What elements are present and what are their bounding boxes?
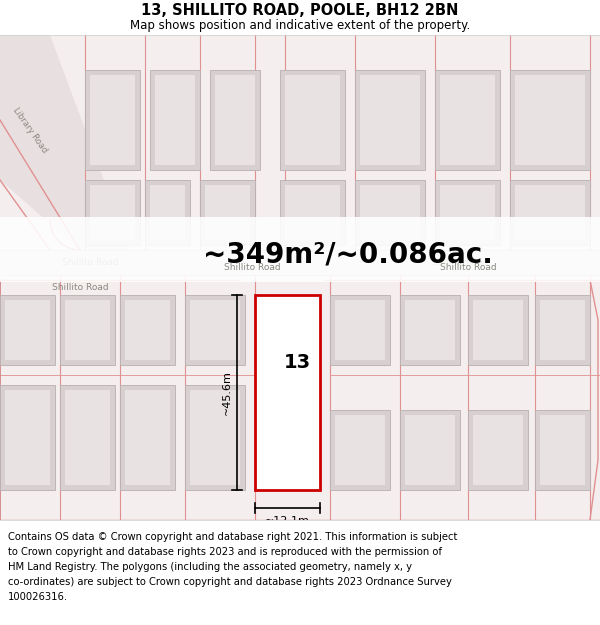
Bar [5,300,50,360]
Bar [185,385,245,490]
Bar [400,295,460,365]
Bar [5,390,50,485]
Bar [155,75,195,165]
Bar [185,295,245,365]
Bar [473,415,523,485]
Bar [60,295,115,365]
Bar [0,0,600,35]
Bar [468,295,528,365]
Text: to Crown copyright and database rights 2023 and is reproduced with the permissio: to Crown copyright and database rights 2… [8,547,442,557]
Bar [473,300,523,360]
Bar [120,295,175,365]
Text: Shillito Road: Shillito Road [440,262,496,271]
Text: Shillito Road: Shillito Road [224,262,280,271]
Bar [215,75,255,165]
Bar [65,300,110,360]
Text: Contains OS data © Crown copyright and database right 2021. This information is : Contains OS data © Crown copyright and d… [8,532,457,542]
Bar [280,180,345,245]
Bar [285,185,340,240]
Bar [440,185,495,240]
Bar [355,180,425,245]
Bar [535,410,590,490]
Bar [440,75,495,165]
Bar [0,35,600,520]
Text: 13, SHILLITO ROAD, POOLE, BH12 2BN: 13, SHILLITO ROAD, POOLE, BH12 2BN [142,3,458,18]
Bar [255,295,320,490]
Bar [280,70,345,170]
Text: Map shows position and indicative extent of the property.: Map shows position and indicative extent… [130,19,470,32]
Bar [510,70,590,170]
Bar [0,520,600,625]
Text: co-ordinates) are subject to Crown copyright and database rights 2023 Ordnance S: co-ordinates) are subject to Crown copyr… [8,577,452,587]
Text: ~349m²/~0.086ac.: ~349m²/~0.086ac. [203,241,493,269]
Bar [200,180,255,245]
Bar [0,385,55,490]
Text: 13: 13 [284,353,311,372]
Text: HM Land Registry. The polygons (including the associated geometry, namely x, y: HM Land Registry. The polygons (includin… [8,562,412,572]
Bar [85,180,140,245]
Bar [205,185,250,240]
Bar [210,70,260,170]
Bar [335,300,385,360]
Bar [330,410,390,490]
Bar [125,390,170,485]
Bar [405,300,455,360]
Bar [540,300,585,360]
Text: Shillito Road: Shillito Road [431,258,488,267]
Bar [0,295,55,365]
Text: Shillito Road: Shillito Road [52,282,109,291]
Bar [0,250,600,275]
Bar [120,385,175,490]
Bar [0,217,600,282]
Bar [90,75,135,165]
Bar [540,415,585,485]
Bar [90,185,135,240]
Bar [515,75,585,165]
Text: ~45.6m: ~45.6m [222,370,232,415]
Bar [515,185,585,240]
Bar [65,390,110,485]
Bar [150,185,185,240]
Bar [400,410,460,490]
Bar [255,295,320,490]
Bar [355,70,425,170]
Bar [435,180,500,245]
Bar [405,415,455,485]
Bar [190,300,240,360]
Bar [535,295,590,365]
Bar [125,300,170,360]
Bar [190,390,240,485]
Bar [510,180,590,245]
Text: 100026316.: 100026316. [8,592,68,602]
Bar [360,185,420,240]
Bar [435,70,500,170]
Bar [145,180,190,245]
Text: ~12.1m: ~12.1m [265,516,310,526]
Bar [330,295,390,365]
Bar [60,385,115,490]
Polygon shape [0,35,130,250]
Bar [150,70,200,170]
Bar [85,70,140,170]
Bar [335,415,385,485]
Bar [360,75,420,165]
Text: Shillito Road: Shillito Road [62,258,118,267]
Bar [468,410,528,490]
Bar [285,75,340,165]
Text: Library Road: Library Road [11,106,49,154]
